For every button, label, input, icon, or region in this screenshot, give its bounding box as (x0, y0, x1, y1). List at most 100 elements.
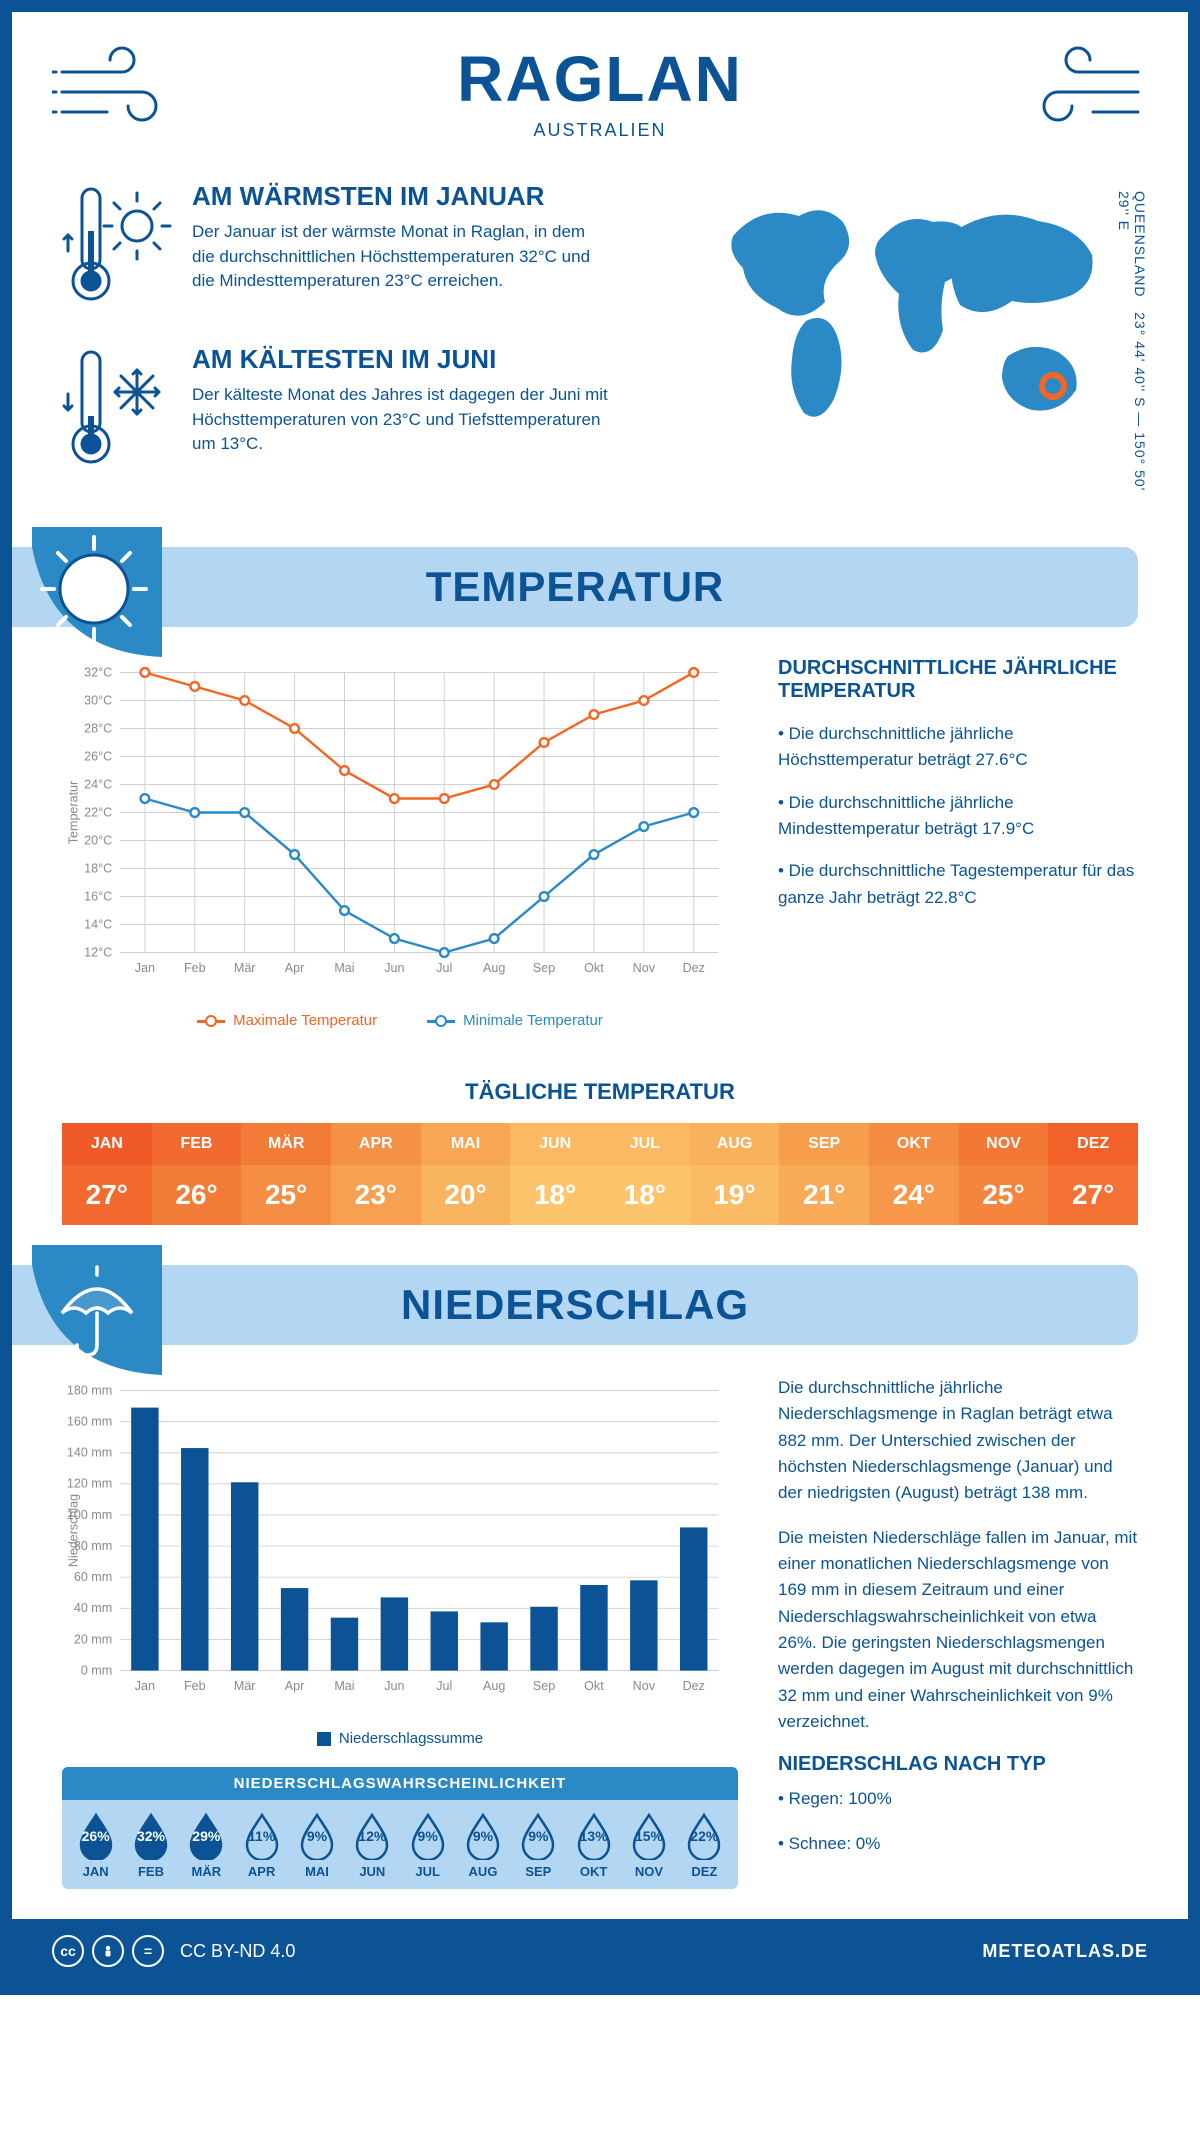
precip-bytype-item: • Regen: 100% (778, 1786, 1138, 1812)
svg-text:Okt: Okt (584, 961, 604, 975)
svg-text:180 mm: 180 mm (67, 1383, 112, 1397)
probability-cell: 9% MAI (289, 1812, 344, 1879)
svg-text:Sep: Sep (533, 1679, 555, 1693)
svg-text:Aug: Aug (483, 961, 505, 975)
svg-text:Dez: Dez (683, 1679, 705, 1693)
precipitation-summary: Die durchschnittliche jährliche Niedersc… (778, 1375, 1138, 1889)
svg-text:Jul: Jul (436, 1679, 452, 1693)
temperature-summary: DURCHSCHNITTLICHE JÄHRLICHE TEMPERATUR •… (778, 657, 1138, 1029)
daily-month: SEP (779, 1123, 869, 1165)
svg-text:Apr: Apr (285, 961, 305, 975)
svg-text:60 mm: 60 mm (74, 1570, 112, 1584)
thermometer-snow-icon (62, 344, 172, 479)
temperature-banner: TEMPERATUR (12, 547, 1138, 627)
daily-value: 18° (510, 1165, 600, 1225)
sun-icon (32, 527, 162, 662)
world-map: QUEENSLAND 23° 44' 40'' S — 150° 50' 29'… (698, 181, 1138, 507)
daily-month: JUL (600, 1123, 690, 1165)
umbrella-icon (32, 1245, 162, 1380)
svg-text:Dez: Dez (683, 961, 705, 975)
svg-text:20 mm: 20 mm (74, 1632, 112, 1646)
warm-title: AM WÄRMSTEN IM JANUAR (192, 181, 612, 212)
svg-text:Feb: Feb (184, 1679, 206, 1693)
probability-cell: 12% JUN (345, 1812, 400, 1879)
svg-text:Jan: Jan (135, 961, 155, 975)
daily-month: JUN (510, 1123, 600, 1165)
probability-cell: 29% MÄR (179, 1812, 234, 1879)
by-icon (92, 1935, 124, 1967)
daily-value: 19° (690, 1165, 780, 1225)
svg-text:26°C: 26°C (84, 749, 112, 763)
footer: cc = CC BY-ND 4.0 METEOATLAS.DE (12, 1919, 1188, 1983)
svg-text:32°C: 32°C (84, 665, 112, 679)
temperature-line-chart: 12°C14°C16°C18°C20°C22°C24°C26°C28°C30°C… (62, 657, 738, 997)
daily-value: 20° (421, 1165, 511, 1225)
svg-text:Jan: Jan (135, 1679, 155, 1693)
summary-bullet: • Die durchschnittliche jährliche Mindes… (778, 790, 1138, 843)
svg-text:Temperatur: Temperatur (66, 781, 80, 844)
svg-text:24°C: 24°C (84, 777, 112, 791)
daily-value: 25° (241, 1165, 331, 1225)
probability-cell: 9% AUG (455, 1812, 510, 1879)
probability-cell: 13% OKT (566, 1812, 621, 1879)
wind-icon (1018, 42, 1148, 137)
svg-text:Sep: Sep (533, 961, 555, 975)
daily-month: OKT (869, 1123, 959, 1165)
daily-month: NOV (959, 1123, 1049, 1165)
svg-text:40 mm: 40 mm (74, 1601, 112, 1615)
precip-paragraph: Die durchschnittliche jährliche Niedersc… (778, 1375, 1138, 1507)
footer-brand: METEOATLAS.DE (982, 1941, 1148, 1962)
svg-text:Niederschlag: Niederschlag (66, 1494, 80, 1567)
daily-temp-title: TÄGLICHE TEMPERATUR (12, 1079, 1188, 1105)
svg-text:16°C: 16°C (84, 889, 112, 903)
precipitation-legend: Niederschlagssumme (62, 1730, 738, 1747)
temperature-title: TEMPERATUR (12, 563, 1138, 611)
daily-value: 27° (62, 1165, 152, 1225)
svg-text:30°C: 30°C (84, 693, 112, 707)
svg-text:Nov: Nov (633, 961, 656, 975)
summary-bullet: • Die durchschnittliche Tagestemperatur … (778, 858, 1138, 911)
daily-value: 26° (152, 1165, 242, 1225)
daily-month: DEZ (1048, 1123, 1138, 1165)
page-title: RAGLAN (52, 42, 1148, 116)
svg-text:Jun: Jun (384, 1679, 404, 1693)
nd-icon: = (132, 1935, 164, 1967)
svg-text:160 mm: 160 mm (67, 1414, 112, 1428)
warm-block: AM WÄRMSTEN IM JANUAR Der Januar ist der… (62, 181, 658, 316)
precipitation-title: NIEDERSCHLAG (12, 1281, 1138, 1329)
daily-value: 18° (600, 1165, 690, 1225)
svg-text:20°C: 20°C (84, 833, 112, 847)
probability-title: NIEDERSCHLAGSWAHRSCHEINLICHKEIT (62, 1767, 738, 1800)
cc-icon: cc (52, 1935, 84, 1967)
license-text: CC BY-ND 4.0 (180, 1941, 295, 1962)
precip-bytype-item: • Schnee: 0% (778, 1831, 1138, 1857)
temperature-legend: Maximale Temperatur Minimale Temperatur (62, 1012, 738, 1029)
cold-text: Der kälteste Monat des Jahres ist dagege… (192, 383, 612, 457)
infographic-frame: RAGLAN AUSTRALIEN (0, 0, 1200, 1995)
svg-text:Mär: Mär (234, 961, 256, 975)
daily-temp-table: JANFEBMÄRAPRMAIJUNJULAUGSEPOKTNOVDEZ27°2… (62, 1123, 1138, 1225)
svg-text:Aug: Aug (483, 1679, 505, 1693)
summary-bullet: • Die durchschnittliche jährliche Höchst… (778, 721, 1138, 774)
precip-paragraph: Die meisten Niederschläge fallen im Janu… (778, 1525, 1138, 1736)
svg-text:Apr: Apr (285, 1679, 305, 1693)
page-subtitle: AUSTRALIEN (52, 120, 1148, 141)
daily-month: JAN (62, 1123, 152, 1165)
cold-title: AM KÄLTESTEN IM JUNI (192, 344, 612, 375)
svg-text:Feb: Feb (184, 961, 206, 975)
probability-cell: 15% NOV (621, 1812, 676, 1879)
svg-text:Mär: Mär (234, 1679, 256, 1693)
license-block: cc = CC BY-ND 4.0 (52, 1935, 295, 1967)
precip-bytype-title: NIEDERSCHLAG NACH TYP (778, 1753, 1138, 1776)
daily-value: 24° (869, 1165, 959, 1225)
svg-text:120 mm: 120 mm (67, 1477, 112, 1491)
daily-month: FEB (152, 1123, 242, 1165)
cold-block: AM KÄLTESTEN IM JUNI Der kälteste Monat … (62, 344, 658, 479)
thermometer-sun-icon (62, 181, 172, 316)
svg-text:18°C: 18°C (84, 861, 112, 875)
precipitation-probability-box: NIEDERSCHLAGSWAHRSCHEINLICHKEIT 26% JAN … (62, 1767, 738, 1889)
daily-month: AUG (690, 1123, 780, 1165)
wind-icon (52, 42, 182, 137)
precipitation-banner: NIEDERSCHLAG (12, 1265, 1138, 1345)
probability-cell: 11% APR (234, 1812, 289, 1879)
